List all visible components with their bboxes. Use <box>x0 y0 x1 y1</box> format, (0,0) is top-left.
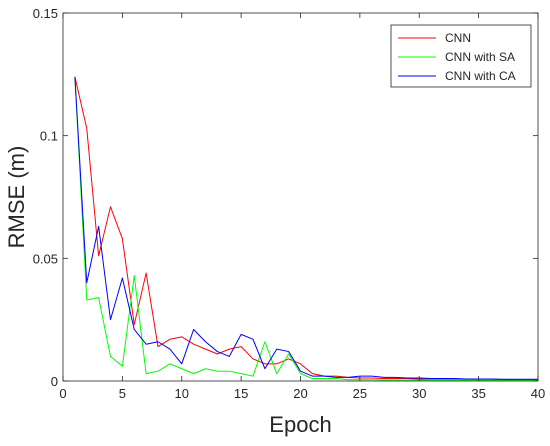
series-line-2 <box>74 76 538 381</box>
x-tick-label: 5 <box>119 386 126 401</box>
legend-label-2: CNN with SA <box>445 50 515 64</box>
y-axis-title: RMSE (m) <box>4 146 29 249</box>
legend-label-1: CNN <box>445 31 471 45</box>
legend-label-3: CNN with CA <box>445 69 516 83</box>
legend-box <box>390 24 532 88</box>
x-tick-label: 15 <box>234 386 248 401</box>
x-tick-label: 20 <box>293 386 307 401</box>
y-tick-label: 0.05 <box>33 251 58 266</box>
x-tick-label: 0 <box>59 386 66 401</box>
legend: CNN CNN with SA CNN with CA <box>390 24 532 88</box>
x-tick-label: 40 <box>531 386 545 401</box>
x-tick-label: 35 <box>471 386 485 401</box>
x-tick-label: 10 <box>175 386 189 401</box>
x-tick-label: 25 <box>353 386 367 401</box>
x-axis-title: Epoch <box>269 412 331 437</box>
x-tick-label: 30 <box>412 386 426 401</box>
y-tick-label: 0.1 <box>40 129 58 144</box>
y-tick-label: 0.15 <box>33 6 58 21</box>
series-line-3 <box>74 76 538 380</box>
series-layer <box>74 76 538 381</box>
y-tick-label: 0 <box>51 374 58 389</box>
tick-layer: 0 5 10 15 20 25 30 35 40 0 0.05 0.1 0.15 <box>33 6 546 401</box>
